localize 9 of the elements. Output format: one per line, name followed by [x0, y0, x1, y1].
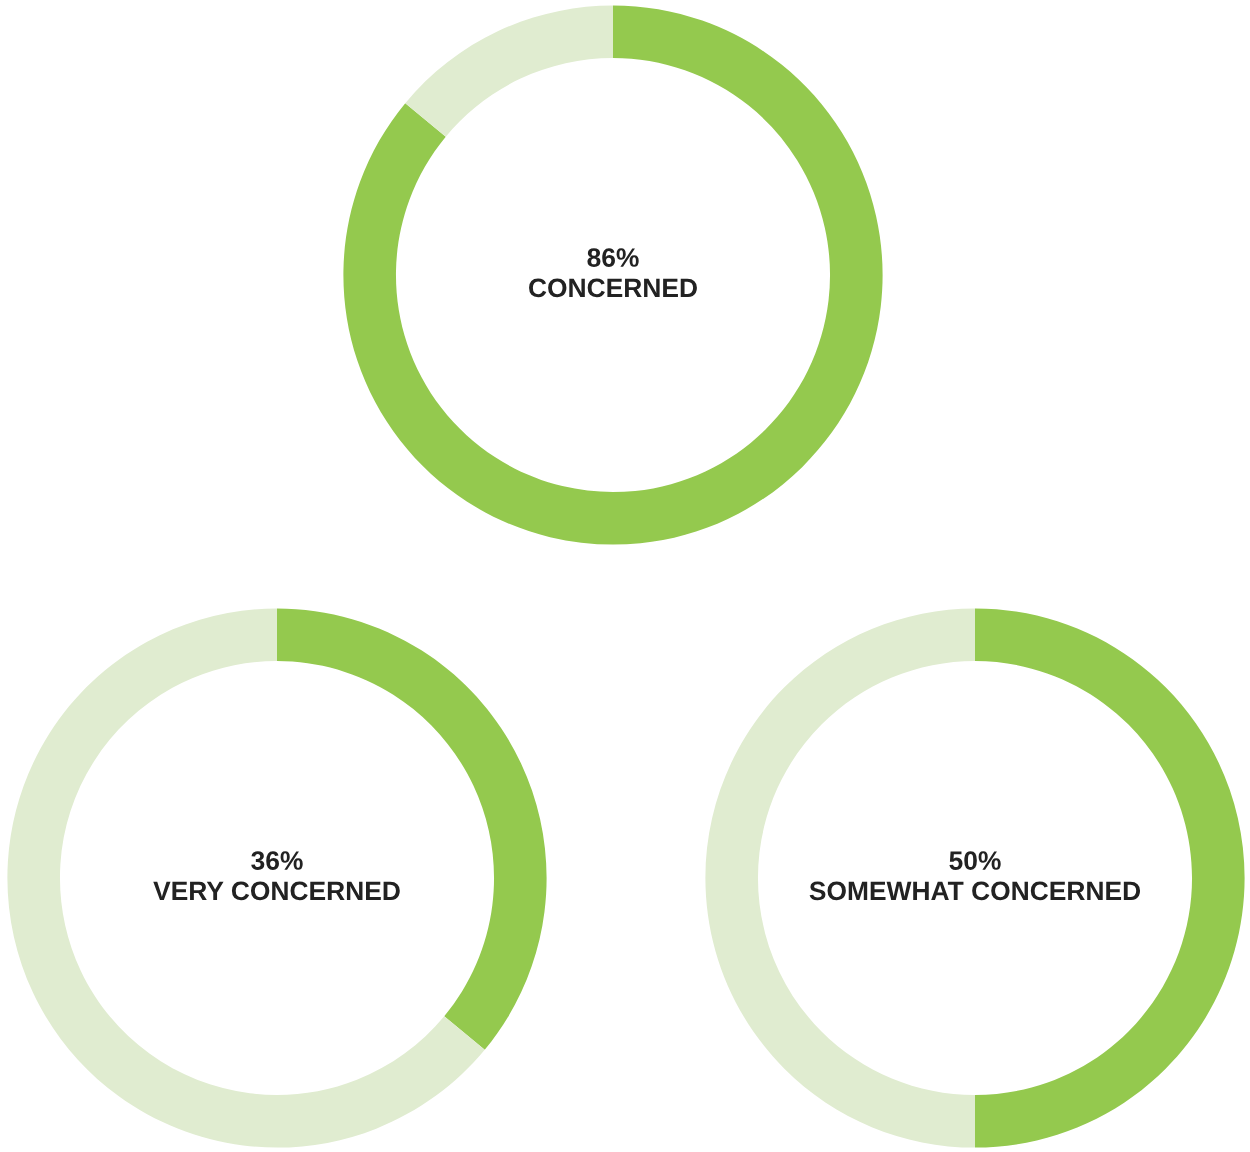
slice-label: SOMEWHAT CONCERNED: [809, 881, 1141, 901]
data-label: 50%: [949, 851, 1001, 870]
data-label: 86%: [587, 248, 639, 267]
donut-slice: [405, 5, 613, 137]
slice-label: CONCERNED: [529, 278, 697, 298]
donut-slice: [7, 608, 485, 1148]
slice-label: VERY CONCERNED: [153, 881, 400, 901]
donut-slice: [343, 5, 883, 545]
data-label: 36%: [251, 851, 303, 870]
